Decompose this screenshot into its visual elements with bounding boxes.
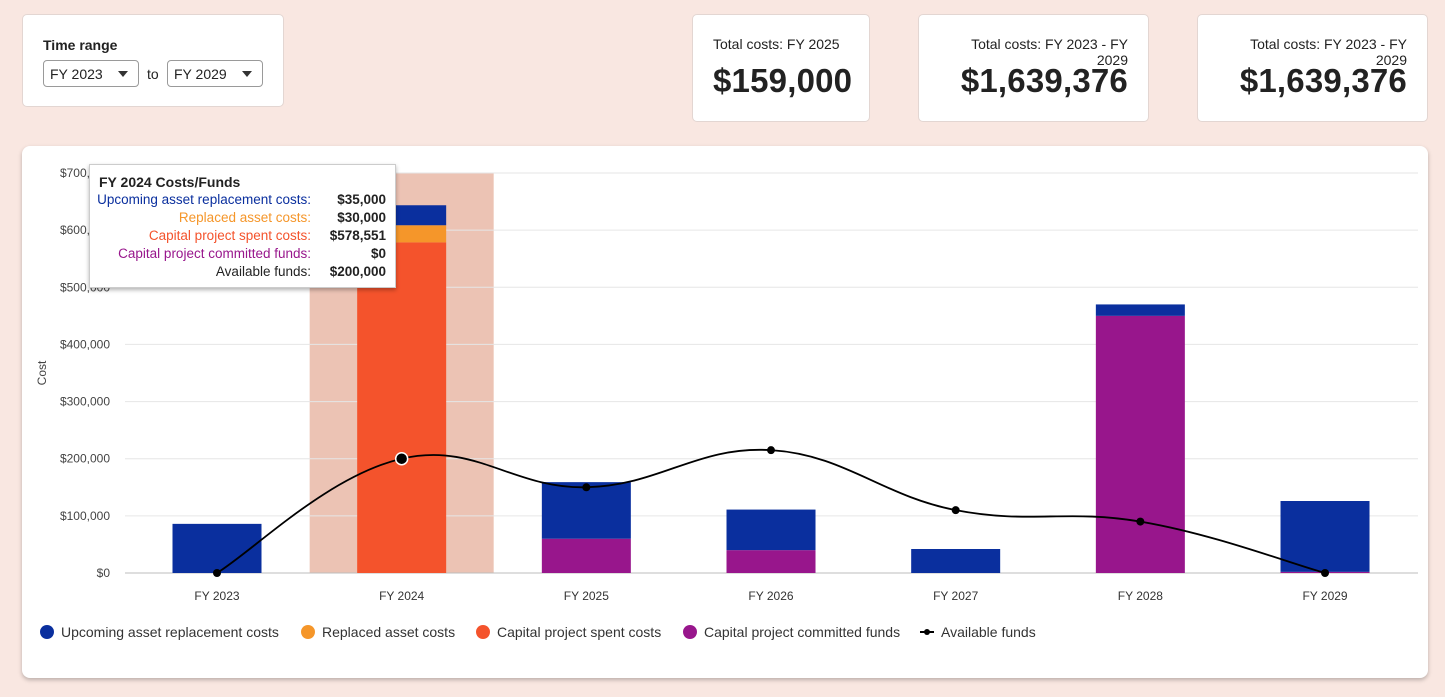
x-tick-label: FY 2028 <box>1118 589 1163 603</box>
chart-tooltip: FY 2024 Costs/Funds Upcoming asset repla… <box>89 164 396 288</box>
kpi-value: $1,639,376 <box>1239 62 1407 99</box>
legend-dot-icon <box>40 625 54 639</box>
kpi-label: Total costs: FY 2025 <box>713 36 840 52</box>
tooltip-row: Upcoming asset replacement costs: $35,00… <box>90 192 386 210</box>
legend-label: Upcoming asset replacement costs <box>61 624 279 640</box>
kpi-label: Total costs: FY 2023 - FY 2029 <box>971 36 1128 68</box>
y-tick-label: $300,000 <box>60 395 110 409</box>
line-point <box>767 446 776 455</box>
to-text: to <box>147 66 159 82</box>
bar-segment <box>1095 304 1185 316</box>
y-tick-label: $400,000 <box>60 337 110 351</box>
chevron-down-icon <box>118 71 128 77</box>
kpi-card-fy2025: Total costs: FY 2025 $159,000 <box>692 14 870 122</box>
bar-segment <box>357 242 447 574</box>
line-point <box>213 569 221 577</box>
tooltip-row-value: $578,551 <box>329 228 386 243</box>
bar-segment <box>1095 315 1185 573</box>
legend-dot-icon <box>301 625 315 639</box>
line-point <box>394 451 409 466</box>
to-year-select[interactable]: FY 2029 <box>167 60 263 87</box>
time-range-label: Time range <box>43 37 118 53</box>
y-tick-label: $0 <box>97 566 111 580</box>
x-tick-label: FY 2023 <box>194 589 239 603</box>
line-point <box>1136 517 1145 526</box>
kpi-card-total-2: Total costs: FY 2023 - FY 2029 $1,639,37… <box>1197 14 1428 122</box>
x-tick-label: FY 2029 <box>1302 589 1347 603</box>
x-tick-label: FY 2026 <box>748 589 793 603</box>
tooltip-row: Capital project spent costs: $578,551 <box>90 228 386 246</box>
tooltip-row-value: $0 <box>370 246 386 261</box>
from-year-value: FY 2023 <box>50 66 103 82</box>
kpi-label: Total costs: FY 2023 - FY 2029 <box>1250 36 1407 68</box>
legend-label: Capital project committed funds <box>704 624 901 640</box>
x-tick-label: FY 2027 <box>933 589 978 603</box>
tooltip-row-label: Capital project committed funds: <box>118 246 311 261</box>
kpi-value: $1,639,376 <box>960 62 1128 99</box>
bar-segment <box>726 509 816 551</box>
y-tick-label: $200,000 <box>60 452 110 466</box>
tooltip-row-label: Replaced asset costs: <box>178 210 311 225</box>
tooltip-row: Replaced asset costs: $30,000 <box>90 210 386 228</box>
bar-segment <box>911 549 1001 573</box>
tooltip-row-label: Capital project spent costs: <box>148 228 311 243</box>
legend-label: Capital project spent costs <box>497 624 662 640</box>
chevron-down-icon <box>242 71 252 77</box>
from-year-select[interactable]: FY 2023 <box>43 60 139 87</box>
line-point <box>582 483 591 492</box>
tooltip-row-value: $30,000 <box>337 210 386 225</box>
to-year-value: FY 2029 <box>174 66 227 82</box>
x-tick-label: FY 2025 <box>564 589 609 603</box>
tooltip-title: FY 2024 Costs/Funds <box>99 174 241 190</box>
line-marker-icon <box>920 629 934 635</box>
legend-dot-icon <box>476 625 490 639</box>
kpi-value: $159,000 <box>713 62 853 99</box>
kpi-card-total: Total costs: FY 2023 - FY 2029 $1,639,37… <box>918 14 1149 122</box>
time-range-card: Time range FY 2023 to FY 2029 <box>22 14 284 107</box>
bar-segment <box>541 538 631 573</box>
y-tick-label: $100,000 <box>60 509 110 523</box>
legend-label: Available funds <box>941 624 1036 640</box>
bar-segment <box>1280 501 1370 572</box>
tooltip-row-value: $200,000 <box>329 264 386 279</box>
line-point <box>951 506 960 515</box>
tooltip-row-value: $35,000 <box>337 192 386 207</box>
tooltip-row: Available funds: $200,000 <box>90 264 386 282</box>
legend-dot-icon <box>683 625 697 639</box>
bar-segment <box>172 523 262 573</box>
tooltip-row-label: Available funds: <box>215 264 311 279</box>
line-point <box>1321 569 1330 577</box>
y-axis-label: Cost <box>35 360 49 385</box>
x-tick-label: FY 2024 <box>379 589 424 603</box>
legend-label: Replaced asset costs <box>322 624 456 640</box>
bar-segment <box>726 550 816 573</box>
tooltip-row: Capital project committed funds: $0 <box>90 246 386 264</box>
tooltip-row-label: Upcoming asset replacement costs: <box>97 192 311 207</box>
bar-segment <box>541 482 631 539</box>
